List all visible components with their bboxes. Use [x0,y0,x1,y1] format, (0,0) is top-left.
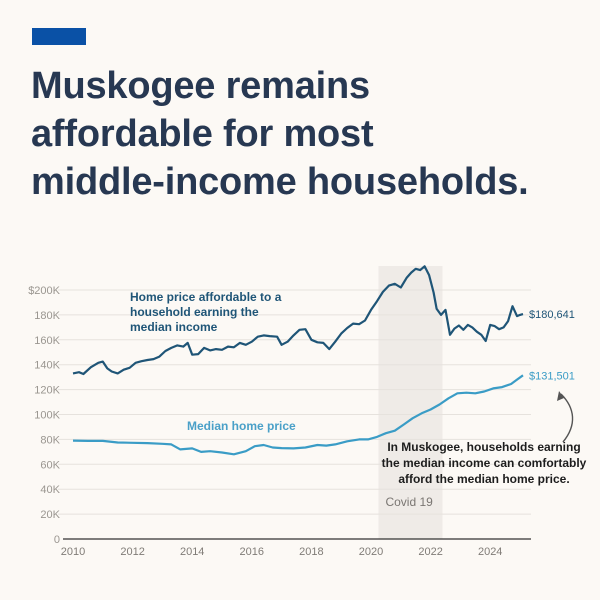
gridlines [58,289,531,515]
x-tick-label: 2022 [418,546,442,558]
x-tick-label: 2020 [359,546,383,558]
y-tick-label: $200K [28,285,60,297]
title-line-3: middle-income households. [31,161,529,203]
y-tick-label: 60K [40,459,60,471]
title-line-2: affordable for most [31,113,374,155]
arrow-head-icon [557,391,564,401]
x-tick-label: 2016 [240,546,264,558]
end-label-median-price: $131,501 [529,370,575,382]
y-tick-label: 140K [34,360,60,372]
page-title: Muskogee remains affordable for most mid… [31,62,591,206]
y-tick-label: 180K [34,310,60,322]
series-line-median-home-price [72,374,524,456]
covid-shaded-region [378,266,443,539]
annotation-arrow [560,393,574,443]
annotation-line-2: the median income can comfortably [382,456,587,470]
series-line-affordable-price [72,265,524,376]
title-line-1: Muskogee remains [31,65,370,107]
series-label-affordable-line-1: Home price affordable to a [130,290,282,304]
covid-label: Covid 19 [385,495,433,509]
x-tick-label: 2024 [478,546,502,558]
annotation-line-1: In Muskogee, households earning [387,440,580,454]
y-tick-label: 20K [40,509,60,521]
y-tick-label: 80K [40,434,60,446]
x-axis-ticks: 2010 2012 2014 2016 2018 2020 2022 2024 [61,546,503,558]
y-tick-label: 120K [34,385,60,397]
y-axis-ticks: 0 20K 40K 60K 80K 100K 120K 140K 160K 180K $200K [28,285,60,546]
y-tick-label: 0 [54,534,60,546]
y-tick-label: 40K [40,484,60,496]
series-label-affordable-line-3: median income [130,320,218,334]
x-tick-label: 2018 [299,546,323,558]
x-tick-label: 2010 [61,546,85,558]
y-tick-label: 100K [34,410,60,422]
end-label-affordable-price: $180,641 [529,309,575,321]
y-tick-label: 160K [34,335,60,347]
x-tick-label: 2012 [120,546,144,558]
series-label-affordable-line-2: household earning the [130,305,259,319]
annotation-line-3: afford the median home price. [398,472,569,486]
x-tick-label: 2014 [180,546,204,558]
series-label-median-price: Median home price [187,419,296,433]
accent-bar [32,28,86,45]
